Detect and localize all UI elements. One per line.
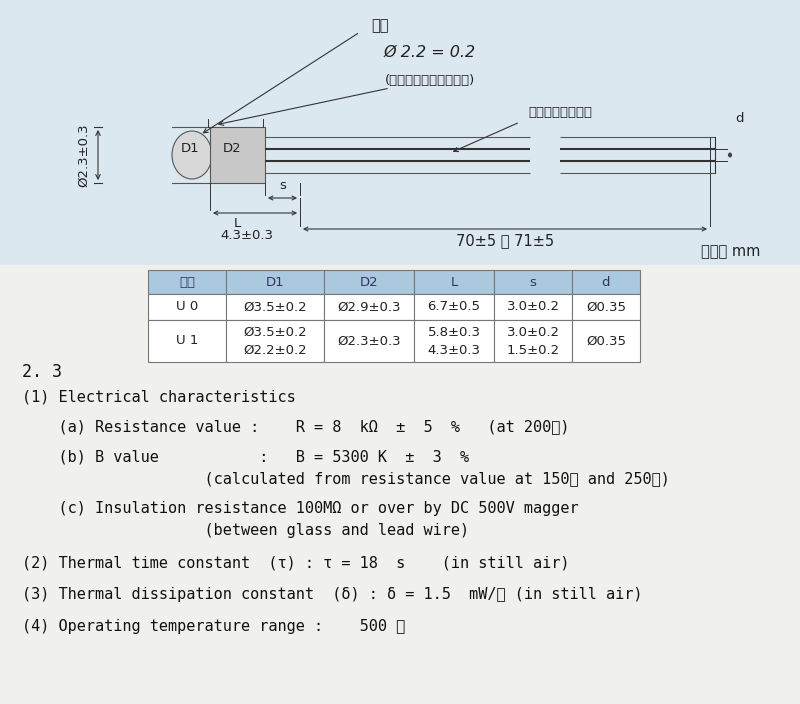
Bar [572, 270, 640, 294]
Bar [324, 270, 414, 294]
Text: d: d [602, 275, 610, 289]
Bar [324, 320, 414, 362]
Bar [210, 127, 265, 183]
Text: Ø2.3±0.3: Ø2.3±0.3 [77, 123, 90, 187]
Text: Ø 2.2 = 0.2: Ø 2.2 = 0.2 [384, 44, 476, 60]
Text: 型號: 型號 [179, 275, 195, 289]
Text: 4.3±0.3: 4.3±0.3 [220, 229, 273, 242]
Text: D1: D1 [266, 275, 284, 289]
Bar [226, 270, 324, 294]
Text: D2: D2 [222, 142, 242, 156]
Text: (1) Electrical characteristics: (1) Electrical characteristics [22, 389, 296, 404]
Text: (4) Operating temperature range :    500 ℃: (4) Operating temperature range : 500 ℃ [22, 619, 406, 634]
Text: Ø0.35: Ø0.35 [586, 301, 626, 313]
Text: 3.0±0.2: 3.0±0.2 [506, 301, 559, 313]
Bar [572, 294, 640, 320]
Text: (between glass and lead wire): (between glass and lead wire) [22, 523, 469, 538]
Bar [414, 320, 494, 362]
Text: (2) Thermal time constant  (τ) : τ = 18  s    (in still air): (2) Thermal time constant (τ) : τ = 18 s… [22, 555, 570, 570]
Text: L: L [234, 217, 241, 230]
Text: 單位： mm: 單位： mm [701, 244, 760, 260]
Text: (高温金属氧化物烧結體): (高温金属氧化物烧結體) [385, 73, 475, 87]
Text: s: s [530, 275, 537, 289]
Text: 杜美線（銅包線）: 杜美線（銅包線） [528, 106, 592, 118]
Bar [572, 320, 640, 362]
Bar [494, 320, 572, 362]
Bar [226, 294, 324, 320]
Text: 玻璃: 玻璃 [371, 18, 389, 33]
Text: (a) Resistance value :    R = 8  kΩ  ±  5  %   (at 200℃): (a) Resistance value : R = 8 kΩ ± 5 % (a… [22, 419, 570, 434]
Text: D2: D2 [360, 275, 378, 289]
Text: d: d [736, 112, 744, 125]
Text: U 0: U 0 [176, 301, 198, 313]
Bar [324, 294, 414, 320]
Text: 6.7±0.5: 6.7±0.5 [427, 301, 481, 313]
Bar [414, 294, 494, 320]
Text: 5.8±0.3
4.3±0.3: 5.8±0.3 4.3±0.3 [427, 325, 481, 356]
Text: Ø3.5±0.2: Ø3.5±0.2 [243, 301, 307, 313]
Bar [494, 294, 572, 320]
Text: L: L [450, 275, 458, 289]
Text: Ø2.9±0.3: Ø2.9±0.3 [338, 301, 401, 313]
Bar [148, 270, 226, 294]
Text: (calculated from resistance value at 150℃ and 250℃): (calculated from resistance value at 150… [22, 471, 670, 486]
Text: 2. 3: 2. 3 [22, 363, 62, 381]
Ellipse shape [172, 131, 212, 179]
Text: Ø0.35: Ø0.35 [586, 334, 626, 348]
Text: 70±5 或 71±5: 70±5 或 71±5 [456, 233, 554, 248]
Text: D1: D1 [181, 142, 199, 156]
Text: Ø2.3±0.3: Ø2.3±0.3 [337, 334, 401, 348]
Text: Ø3.5±0.2
Ø2.2±0.2: Ø3.5±0.2 Ø2.2±0.2 [243, 325, 307, 356]
Text: (c) Insulation resistance 100MΩ or over by DC 500V magger: (c) Insulation resistance 100MΩ or over … [22, 501, 578, 516]
Bar [148, 294, 226, 320]
Bar [226, 320, 324, 362]
Text: (3) Thermal dissipation constant  (δ) : δ = 1.5  mW/℃ (in still air): (3) Thermal dissipation constant (δ) : δ… [22, 587, 642, 602]
Bar [414, 270, 494, 294]
Text: s: s [279, 179, 286, 192]
Bar [530, 133, 560, 177]
Text: (b) B value           :   B = 5300 K  ±  3  %: (b) B value : B = 5300 K ± 3 % [22, 449, 469, 464]
Bar [0, 0, 800, 265]
Text: 3.0±0.2
1.5±0.2: 3.0±0.2 1.5±0.2 [506, 325, 559, 356]
Text: U 1: U 1 [176, 334, 198, 348]
Bar [148, 320, 226, 362]
Bar [494, 270, 572, 294]
